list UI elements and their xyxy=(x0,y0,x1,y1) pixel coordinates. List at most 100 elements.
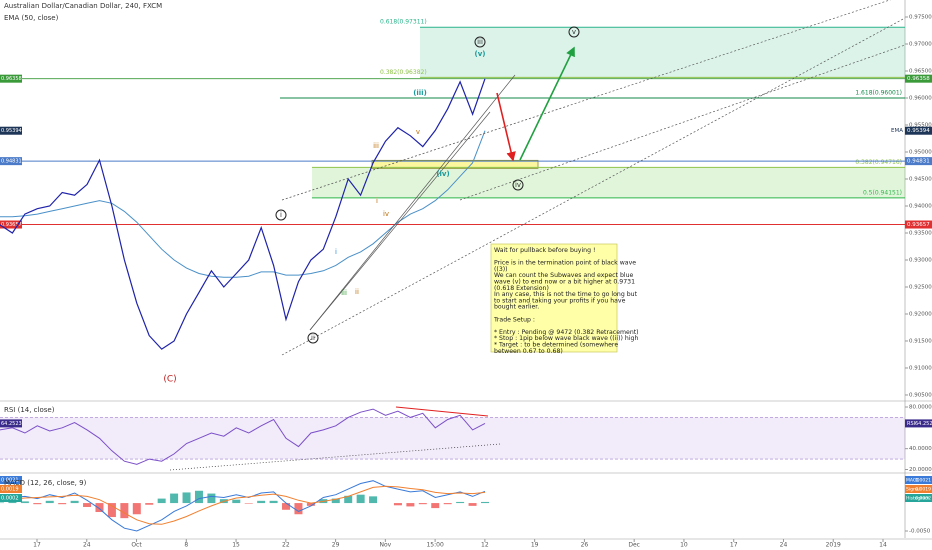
histogram-bar xyxy=(232,499,241,504)
histogram-bar xyxy=(170,493,179,504)
macd-tag xyxy=(0,494,22,502)
price-tag xyxy=(0,126,22,135)
fib-label: 0.5(0.94151) xyxy=(863,189,902,196)
histogram-bar xyxy=(294,503,303,515)
wave-label: v xyxy=(572,28,576,36)
rsi-divergence xyxy=(395,406,489,417)
note-line: bought earlier. xyxy=(494,304,539,311)
wave-label: ii xyxy=(311,334,315,342)
price-tag-label: 0.95394 xyxy=(907,128,930,134)
price-tag xyxy=(0,74,22,83)
price-tag-label: 0.96358 xyxy=(1,76,22,82)
histogram-bar xyxy=(282,503,291,510)
price-tag xyxy=(905,220,932,229)
x-tick-label: 26 xyxy=(581,542,589,549)
y-tick-label: -0.0050 xyxy=(909,529,931,535)
macd-tag-value: 0.0019 xyxy=(915,487,931,493)
note-box xyxy=(490,243,618,353)
series-line xyxy=(0,485,486,525)
histogram-bar xyxy=(194,490,203,504)
chart-title: Australian Dollar/Canadian Dollar, 240, … xyxy=(4,2,162,10)
macd-tag-value: 0.0019 xyxy=(1,487,19,493)
histogram-bar xyxy=(207,493,216,504)
macd-tag xyxy=(0,476,22,484)
note-line: * Target : to be determined (somewhere xyxy=(494,342,618,349)
histogram-bar xyxy=(70,500,79,504)
channel xyxy=(169,0,906,471)
histogram-bar xyxy=(269,500,278,504)
y-tick-label: 0.94500 xyxy=(909,176,932,182)
histogram-bar xyxy=(406,503,415,507)
histogram-bar xyxy=(83,503,92,507)
rsi-tag xyxy=(905,419,932,428)
y-tick-label: 0.95500 xyxy=(909,123,932,129)
wave-circle xyxy=(307,332,319,344)
note-line: (0.618 Extension) xyxy=(494,285,549,292)
wave-label: iv xyxy=(515,181,521,189)
macd-title: MACD (12, 26, close, 9) xyxy=(4,479,87,487)
macd-tag xyxy=(905,485,932,493)
histogram-bar xyxy=(33,503,42,505)
y-tick-label: 0.93500 xyxy=(909,230,932,236)
wave-label: i xyxy=(376,197,378,205)
y-tick-label: 0.94000 xyxy=(909,203,932,209)
rsi-trend xyxy=(169,443,501,471)
note: Wait for pullback before buying ! Price i… xyxy=(490,243,639,355)
note-line: between 0.67 to 0.68) xyxy=(494,348,563,355)
fib-label: 0.382(0.94716) xyxy=(855,159,902,166)
y-tick-label: 0.95000 xyxy=(909,149,932,155)
x-tick-label: 10 xyxy=(680,542,688,549)
wave-label: iii xyxy=(341,289,347,297)
histogram-bar xyxy=(393,503,402,506)
histogram-bar xyxy=(58,503,67,505)
x-tick-label: 15:00 xyxy=(426,542,443,549)
note-line: In any case, this is not the time to go … xyxy=(494,291,638,298)
price-tag-label: 0.93657 xyxy=(1,222,22,228)
price-tag xyxy=(905,157,932,166)
x-tick-label: 24 xyxy=(83,542,91,549)
price-tag-label: 0.94831 xyxy=(1,159,22,165)
y-tick-label: 20.0000 xyxy=(909,467,932,473)
histogram-bar xyxy=(45,500,54,504)
wave-label: (iv) xyxy=(436,170,449,178)
x-tick-label: 14 xyxy=(879,542,887,549)
y-tick-label: 0.97000 xyxy=(909,42,932,48)
marks: 0.97500 0.97000 0.96500 0.96000 0.95500 0.950… xyxy=(0,15,932,549)
histogram-bar xyxy=(356,494,365,504)
macd-tag xyxy=(0,485,22,493)
wave-circle xyxy=(512,179,524,191)
wave-labels: i ii iii iv v (C) (iii) (iv) (v) iii iv … xyxy=(163,26,580,385)
wave-circle xyxy=(568,26,580,38)
channel-line xyxy=(281,0,891,201)
macd-tag-value: 0.0021 xyxy=(915,478,931,484)
trend-line xyxy=(309,111,491,331)
histogram-bar xyxy=(107,503,116,518)
x-tick-label: Dec xyxy=(628,542,640,549)
ema-tag: EMA xyxy=(891,128,903,134)
wave-circle xyxy=(275,209,287,221)
wave-label: i xyxy=(280,211,282,219)
wave-label: v xyxy=(416,128,420,136)
y-tick-label: 80.0000 xyxy=(909,405,932,411)
series-line xyxy=(0,408,486,465)
histogram-bar xyxy=(120,503,129,519)
histogram-bar xyxy=(244,503,253,504)
price-tag xyxy=(905,74,932,83)
rsi-tag-value: 64.2523 xyxy=(915,421,932,427)
macd-tag xyxy=(905,494,932,502)
x-tick-label: 19 xyxy=(531,542,539,549)
y-tick-label: 0.96500 xyxy=(909,69,932,75)
wave-label: iv xyxy=(383,210,389,218)
x-tick-label: 8 xyxy=(184,542,188,549)
rsi-tag-label: RSI xyxy=(907,421,915,427)
note-line: ((3)) xyxy=(494,266,508,273)
histogram-bar xyxy=(331,498,340,504)
histogram-bar xyxy=(145,503,154,505)
note-line: * Stop : 1pip below wave black wave ((ii… xyxy=(494,335,638,342)
wave-label: (iii) xyxy=(413,89,427,97)
histogram-bar xyxy=(306,503,315,506)
macd-tag-name: Signal xyxy=(906,487,920,493)
arrow-up xyxy=(519,46,575,161)
